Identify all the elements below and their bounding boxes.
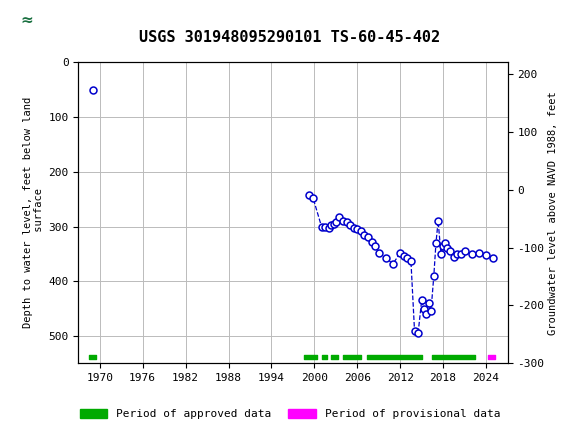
Text: USGS 301948095290101 TS-60-45-402: USGS 301948095290101 TS-60-45-402 bbox=[139, 30, 441, 45]
Text: ≈: ≈ bbox=[20, 13, 32, 28]
Y-axis label: Groundwater level above NAVD 1988, feet: Groundwater level above NAVD 1988, feet bbox=[548, 91, 559, 335]
Text: USGS: USGS bbox=[48, 12, 99, 29]
Legend: Period of approved data, Period of provisional data: Period of approved data, Period of provi… bbox=[77, 405, 503, 422]
FancyBboxPatch shape bbox=[10, 5, 42, 36]
Y-axis label: Depth to water level, feet below land
 surface: Depth to water level, feet below land su… bbox=[23, 97, 44, 329]
